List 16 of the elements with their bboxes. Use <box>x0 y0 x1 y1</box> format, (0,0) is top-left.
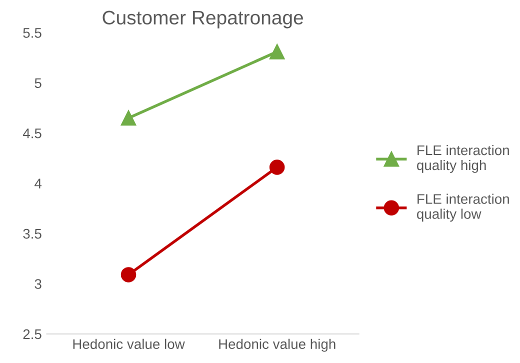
y-tick-label: 3 <box>34 279 42 289</box>
x-tick-label: Hedonic value high <box>219 338 336 352</box>
y-tick-label: 5 <box>34 78 42 88</box>
y-tick-label: 5.5 <box>23 28 42 38</box>
point <box>269 160 285 175</box>
point <box>120 267 136 282</box>
y-tick-label: 4.5 <box>22 128 42 138</box>
legend-label: FLE interaction quality high <box>417 144 509 173</box>
y-tick-label: 2.5 <box>23 329 42 340</box>
y-tick-label: 4 <box>34 178 42 188</box>
x-tick-label: Hedonic value low <box>73 338 185 350</box>
legend-label: FLE interaction quality low <box>417 194 509 222</box>
y-tick-label: 3.5 <box>23 228 42 239</box>
point <box>269 44 285 60</box>
chart-title: Customer Repatronage <box>102 10 303 28</box>
point <box>120 110 136 126</box>
